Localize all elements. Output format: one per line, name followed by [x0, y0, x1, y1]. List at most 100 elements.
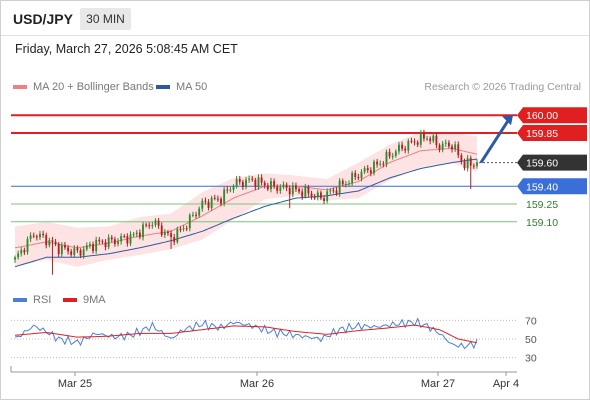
candle-body: [419, 132, 422, 145]
legend-rsi-label: RSI: [33, 294, 52, 306]
candle-body: [188, 215, 191, 229]
candle-body: [295, 185, 297, 190]
candle-body: [348, 183, 350, 185]
candle-body: [45, 235, 48, 246]
candle-body: [48, 240, 51, 246]
candle-body: [338, 180, 341, 194]
candle-body: [160, 225, 163, 235]
candle-body: [210, 197, 213, 208]
candle-body: [276, 186, 279, 191]
candle-body: [441, 143, 444, 150]
candle-body: [79, 250, 82, 256]
candle-body: [332, 190, 335, 192]
price-tag-bg-2: [517, 154, 587, 171]
candle-body: [363, 168, 366, 172]
candle-body: [407, 140, 410, 151]
price-tag-bg-0: [517, 107, 587, 124]
candle-body: [226, 189, 229, 191]
candle-body: [185, 228, 188, 230]
candle-body: [235, 178, 238, 187]
candle-body: [460, 155, 463, 162]
candle-body: [388, 151, 391, 157]
candle-body: [376, 161, 379, 165]
candle-body: [104, 242, 107, 248]
candle-body: [379, 163, 382, 165]
candle-body: [170, 233, 173, 238]
candle-body: [223, 189, 226, 204]
candle-body: [285, 184, 288, 188]
candle-body: [426, 138, 428, 140]
candle-body: [229, 189, 232, 191]
candle-body: [20, 249, 23, 254]
candle-body: [451, 146, 453, 150]
candle-body: [270, 181, 272, 190]
candle-body: [195, 214, 197, 216]
candle-body: [257, 177, 260, 188]
candle-body: [14, 257, 16, 260]
candle-body: [113, 239, 116, 244]
candle-body: [17, 253, 20, 258]
candle-body: [117, 241, 119, 244]
candle-body: [123, 236, 126, 238]
candle-body: [422, 132, 425, 139]
candle-body: [357, 177, 360, 179]
candle-body: [282, 184, 285, 188]
legend-ma50-label: MA 50: [176, 81, 208, 93]
candle-body: [469, 158, 472, 166]
candle-body: [241, 181, 244, 188]
candle-body: [154, 220, 157, 225]
candle-body: [410, 140, 413, 142]
candle-body: [163, 231, 166, 235]
candle-body: [476, 162, 478, 166]
candle-body: [385, 151, 388, 165]
candle-body: [54, 241, 57, 244]
price-label-2: 159.60: [526, 158, 558, 170]
candle-body: [429, 138, 432, 142]
candle-body: [326, 191, 329, 201]
candle-body: [435, 135, 438, 146]
legend-rsi: RSI: [13, 294, 51, 306]
legend-rsi-ma: 9MA: [63, 294, 106, 306]
candle-body: [360, 171, 363, 179]
price-label-3: 159.40: [526, 181, 558, 193]
candle-body: [201, 200, 204, 209]
candle-body: [307, 186, 310, 194]
candle-body: [466, 158, 469, 169]
candle-body: [29, 235, 32, 239]
candle-body: [351, 172, 354, 184]
candle-body: [101, 241, 104, 243]
candle-body: [394, 151, 397, 156]
candle-body: [60, 245, 63, 255]
credit-text: Research © 2026 Trading Central: [424, 81, 581, 93]
candle-body: [413, 141, 416, 143]
candle-body: [248, 178, 251, 180]
candle-body: [279, 187, 282, 191]
rsi-tick-label: 50: [525, 334, 537, 346]
price-tag-bg-1: [517, 124, 587, 141]
candle-body: [263, 182, 266, 186]
x-tick-label: Mar 27: [421, 378, 455, 390]
timeframe-button[interactable]: 30 MIN: [80, 8, 131, 30]
candle-body: [354, 172, 357, 178]
candle-body: [179, 228, 182, 230]
candle-body: [288, 187, 291, 195]
candle-body: [98, 239, 101, 242]
ma20-swatch: [13, 85, 27, 90]
rsi-line: [14, 317, 478, 350]
candle-body: [310, 193, 313, 198]
candle-body: [35, 236, 38, 238]
candle-body: [92, 243, 94, 252]
candle-body: [32, 235, 35, 237]
ma50-line: [14, 158, 478, 268]
candle-body: [382, 163, 385, 165]
candle-body: [42, 233, 45, 236]
candle-body: [457, 144, 460, 156]
symbol-title: USD/JPY: [13, 11, 73, 27]
projection-arrow-shaft: [479, 118, 511, 164]
candle-body: [126, 236, 129, 244]
rsi-tick-label: 30: [525, 353, 537, 365]
candle-body: [204, 200, 207, 202]
candle-body: [57, 243, 60, 255]
price-label-5: 159.10: [526, 217, 558, 229]
